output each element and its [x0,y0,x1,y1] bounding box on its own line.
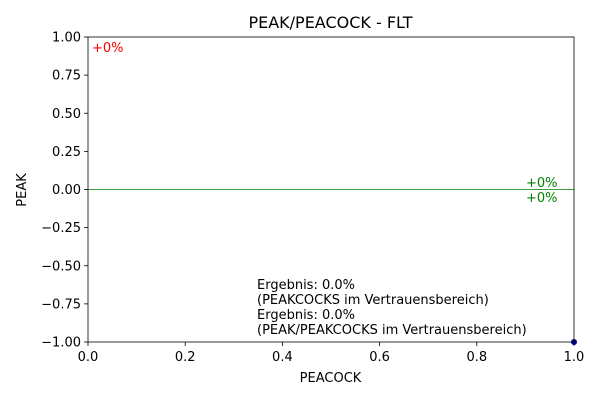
y-tick-label: −0.50 [41,259,81,274]
x-tick-label: 0.2 [175,350,196,365]
y-tick-label: 0.25 [52,145,81,160]
plot-area: 0.0 0.2 0.4 0.6 0.8 1.0 −1.00 −0.75 −0.50 −0.25 0.… [41,31,584,366]
y-tick-label: 0.00 [52,183,81,198]
y-tick-label: −1.00 [41,336,81,351]
chart-title: PEAK/PEACOCK - FLT [248,13,412,32]
info-line-2: (PEAKCOCKS im Vertrauensbereich) [257,293,489,308]
x-tick-label: 0.8 [466,350,487,365]
y-tick-label: −0.25 [41,221,81,236]
info-line-1: Ergebnis: 0.0% [257,278,355,293]
x-tick-label: 0.4 [272,350,293,365]
annotation-right-lower: +0% [526,191,558,206]
annotation-top-left: +0% [92,41,124,56]
result-info: Ergebnis: 0.0% (PEAKCOCKS im Vertrauensb… [257,278,527,338]
info-line-4: (PEAK/PEAKCOCKS im Vertrauensbereich) [257,323,527,338]
y-tick-label: −0.75 [41,297,81,312]
info-line-3: Ergebnis: 0.0% [257,308,355,323]
x-tick-label: 0.0 [78,350,99,365]
x-tick-label: 0.6 [369,350,390,365]
x-tick-label: 1.0 [564,350,585,365]
y-tick-label: 1.00 [52,31,81,46]
y-tick-label: 0.75 [52,69,81,84]
x-axis-label: PEACOCK [300,371,362,386]
annotation-right-upper: +0% [526,176,558,191]
y-axis-label: PEAK [15,173,30,207]
axes-frame [87,36,575,343]
y-tick-label: 0.50 [52,107,81,122]
